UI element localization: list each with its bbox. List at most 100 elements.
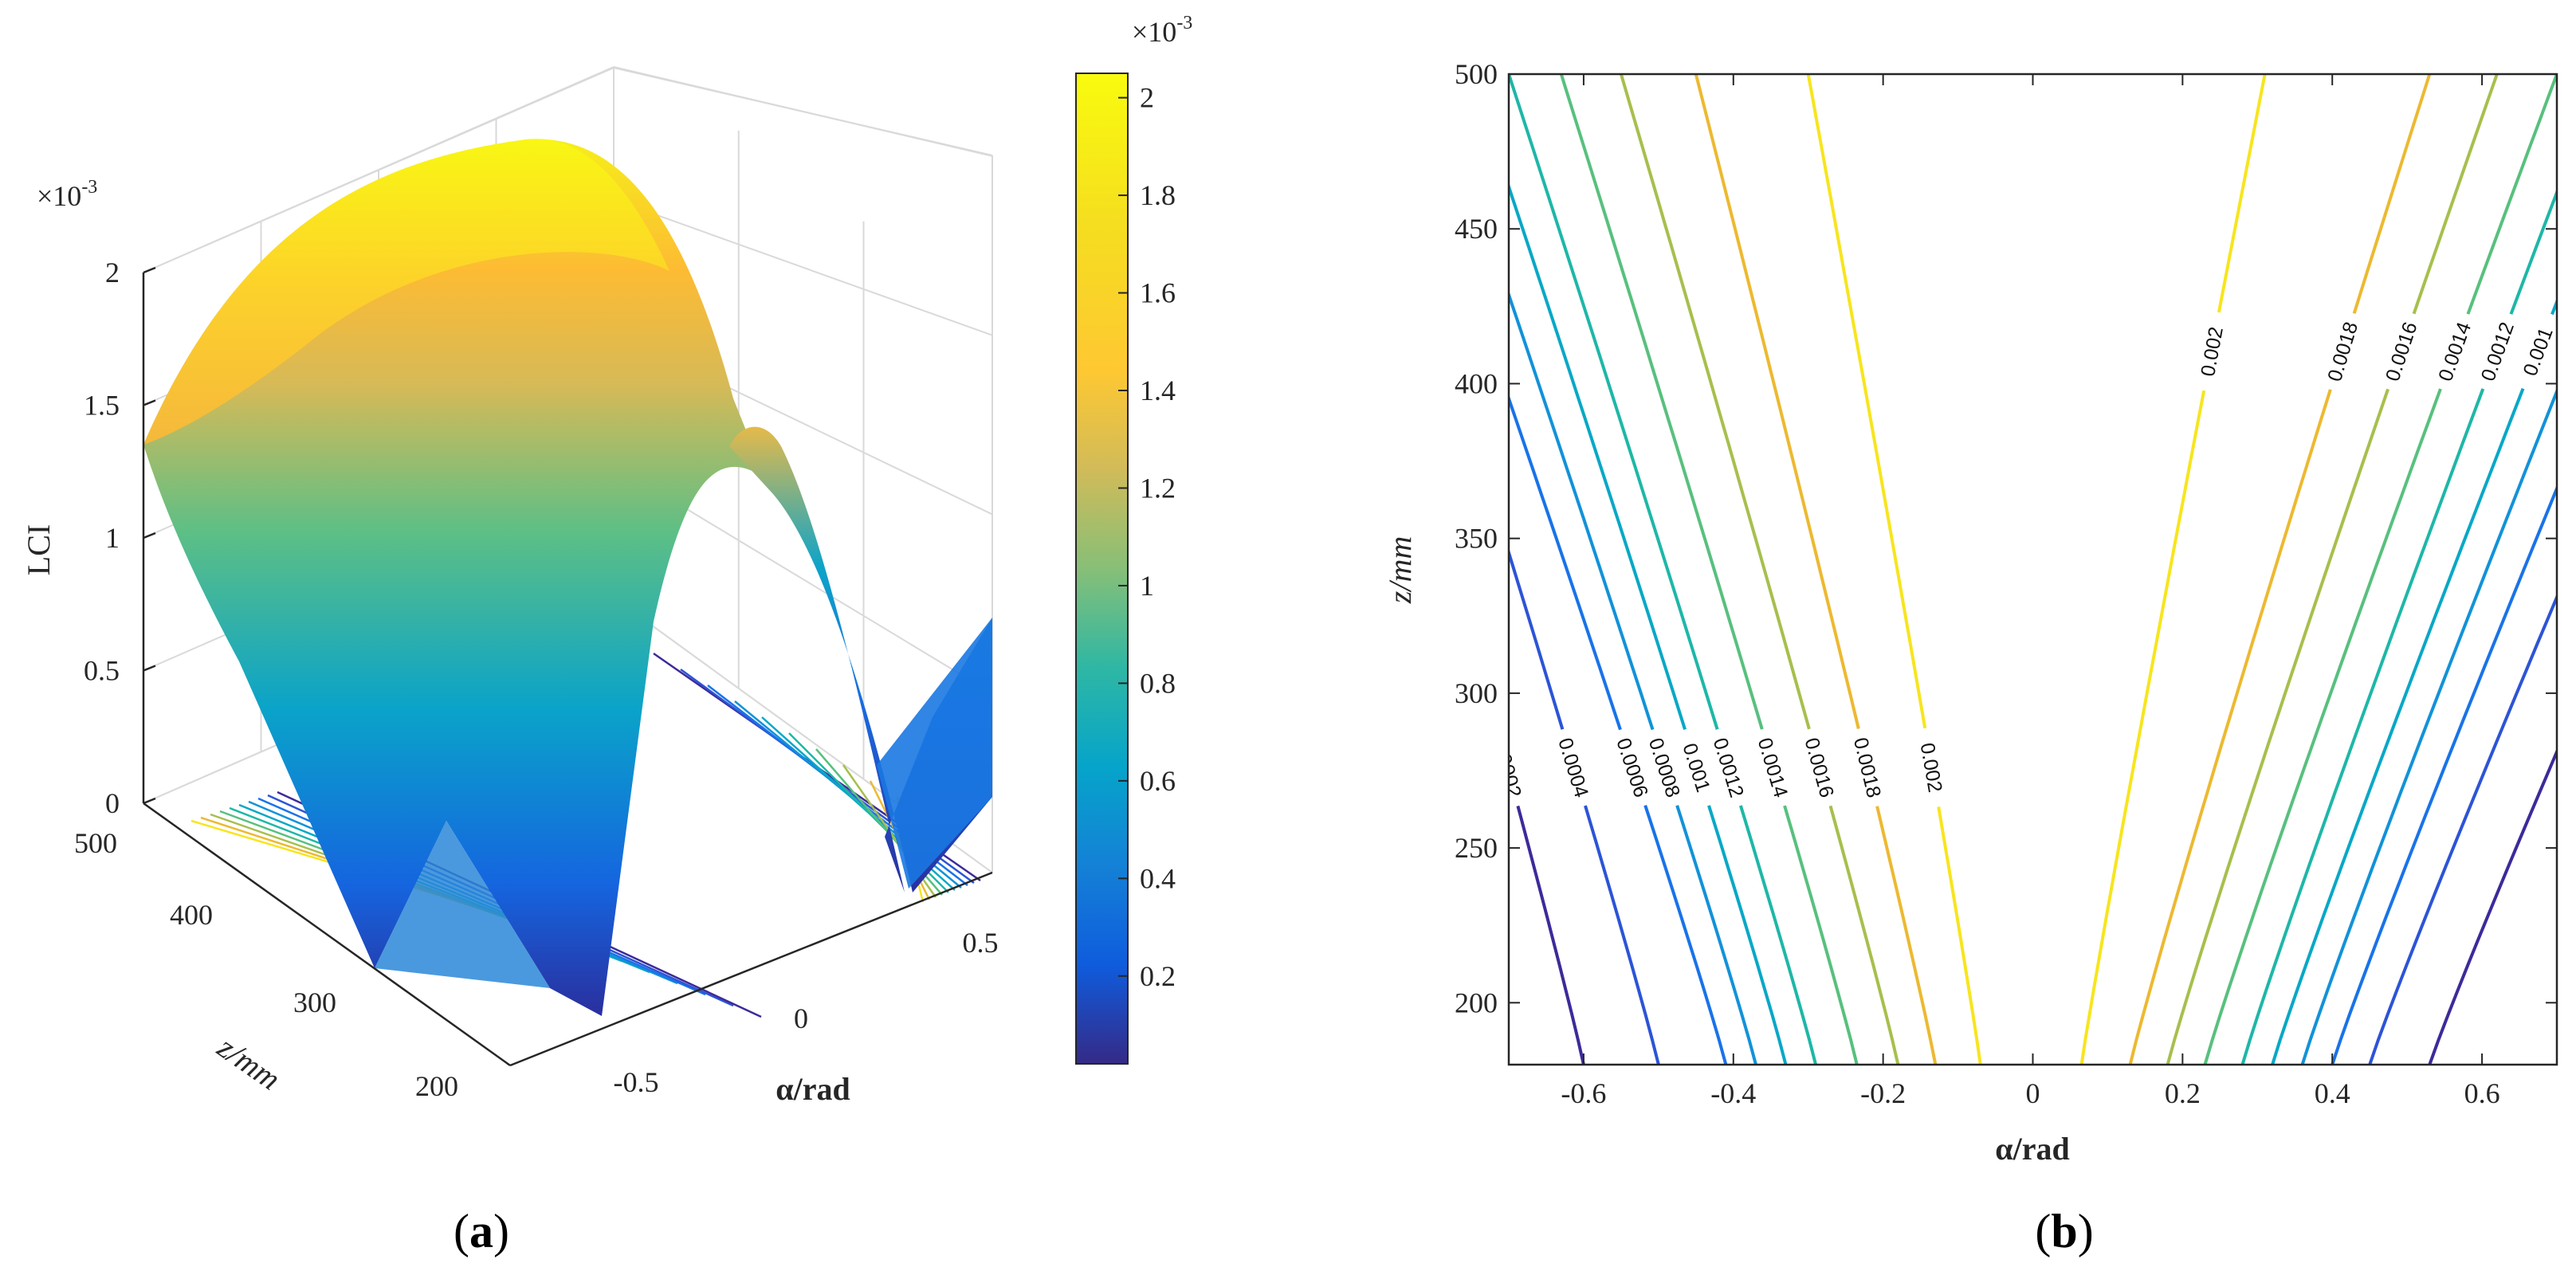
b-contour-right	[2240, 187, 2557, 1065]
a-z-tick-mark	[143, 266, 156, 274]
b-contour-right	[2128, 74, 2432, 1065]
b-contour-left	[1509, 394, 1728, 1065]
b-contour-right	[2428, 747, 2557, 1065]
b-contour-label-bg	[1642, 726, 1688, 809]
b-contour-label-bg	[2512, 310, 2557, 393]
b-ylabel: z/mm	[1382, 536, 1418, 604]
a-colorbar-tick-label: 0.6	[1140, 765, 1176, 797]
b-contour-left	[1509, 766, 1585, 1065]
a-panel-label: (a)	[454, 1205, 509, 1257]
a-z-tick-label: 0.5	[84, 655, 120, 687]
a-z-multiplier-exp: -3	[81, 177, 97, 198]
a-z-tick-mark	[143, 797, 156, 805]
b-contour-label-bg	[2378, 310, 2425, 393]
a-grid-line	[613, 66, 993, 157]
b-y-tick-label: 500	[1455, 58, 1498, 90]
b-contour-label-bg	[1914, 726, 1950, 809]
b-contour-right	[2271, 297, 2557, 1065]
a-z-tick-label: 1	[105, 522, 120, 554]
a-colorbar-tick-label: 2	[1140, 82, 1154, 114]
b-y-tick-label: 450	[1455, 213, 1498, 245]
a-colorbar-multiplier-exp: -3	[1176, 13, 1192, 33]
panel-a-surface-plot: 0 0.5 1 1.5 2 500 400 300 200 -0.5 0 0.5 LCI z/mm α…	[21, 13, 1192, 1257]
b-contour-label-bg	[1848, 726, 1888, 809]
b-contour-right	[2300, 386, 2557, 1065]
b-x-tick-label: -0.6	[1561, 1077, 1606, 1109]
a-colorbar-tick-label: 1.6	[1140, 277, 1176, 309]
b-contour-left	[1619, 74, 1900, 1065]
a-colorbar-multiplier: ×10-3	[1132, 13, 1192, 48]
b-contour-left	[1509, 181, 1788, 1065]
a-colorbar-multiplier-base: ×10	[1132, 16, 1176, 48]
b-y-tick-label: 350	[1455, 523, 1498, 555]
b-contour-left	[1559, 74, 1859, 1065]
b-contour-left	[1509, 547, 1660, 1065]
b-panel-letter: b	[2051, 1205, 2077, 1257]
b-panel-label: (b)	[2035, 1205, 2093, 1257]
a-surface-left-cusp	[375, 821, 550, 988]
b-y-tick-label: 300	[1455, 677, 1498, 709]
b-contour-label-bg	[1609, 726, 1656, 809]
b-x-tick-label: -0.4	[1710, 1077, 1756, 1109]
a-surface-ridge-top	[143, 139, 670, 445]
b-contour-label-bg	[1509, 726, 1530, 810]
b-x-tick-label: -0.2	[1860, 1077, 1906, 1109]
a-panel-letter: a	[469, 1205, 493, 1257]
a-colorbar-tick-label: 1.8	[1140, 179, 1176, 211]
panel-b-contour-plot: 0.00020.00020.00040.00040.00060.00060.00…	[1382, 58, 2558, 1257]
a-colorbar-tick-label: 0.4	[1140, 862, 1176, 894]
b-contour-left	[1509, 74, 1818, 1065]
a-colorbar	[1075, 73, 1129, 1065]
a-colorbar-tick-label: 0.2	[1140, 960, 1176, 992]
b-contour-right	[2368, 593, 2557, 1065]
a-x-tick-label: 0.5	[963, 927, 999, 959]
b-contour-left	[1509, 289, 1757, 1065]
b-contour-label-bg	[1551, 726, 1596, 810]
b-contour-left	[1806, 74, 1982, 1065]
b-xlabel: α/rad	[1995, 1131, 2069, 1167]
a-colorbar-ticks: 0.2 0.4 0.6 0.8 1 1.2 1.4 1.6 1.8 2	[1118, 82, 1176, 992]
b-plot-area	[1509, 74, 2557, 1065]
a-z-multiplier-base: ×10	[37, 180, 81, 212]
b-x-tick-label: 0.2	[2165, 1077, 2201, 1109]
a-grid-line	[613, 198, 993, 336]
b-tick-labels: -0.6 -0.4 -0.2 0 0.2 0.4 0.6 200 250 300 350 400 450…	[1455, 58, 2557, 1109]
b-contour-lines	[1509, 74, 2557, 1065]
a-x-tick-label: -0.5	[614, 1066, 659, 1098]
b-contour-label-bg	[1706, 726, 1752, 810]
b-contour-label-bg	[2319, 310, 2365, 393]
b-contour-left	[1694, 74, 1938, 1065]
a-z-tick-mark	[143, 665, 156, 672]
a-surface	[143, 139, 992, 1016]
a-tick-labels: 0 0.5 1 1.5 2 500 400 300 200 -0.5 0 0.5	[74, 257, 999, 1102]
a-ylabel: z/mm	[210, 1029, 287, 1097]
b-contour-label-bg	[1674, 726, 1720, 809]
b-contour-right	[2166, 74, 2499, 1065]
b-y-tick-label: 250	[1455, 832, 1498, 864]
a-y-tick-label: 200	[415, 1070, 458, 1102]
b-contour-label-bg	[1751, 726, 1796, 810]
a-colorbar-tick-label: 1	[1140, 570, 1154, 602]
a-z-tick-label: 0	[105, 787, 120, 819]
a-colorbar-tick-label: 0.8	[1140, 667, 1176, 699]
b-contour-label-bg	[2472, 310, 2522, 393]
a-colorbar-tick-label: 1.2	[1140, 472, 1176, 504]
a-surface-right-wing	[877, 618, 992, 889]
a-zlabel: LCI	[21, 524, 57, 575]
b-contour-right	[2079, 74, 2267, 1065]
a-colorbar-tick-label: 1.4	[1140, 375, 1176, 406]
a-z-multiplier: ×10-3	[37, 177, 97, 212]
b-contour-label-bg	[1798, 726, 1842, 810]
a-x-tick-label: 0	[794, 1002, 808, 1034]
a-surface-front-valley	[143, 139, 765, 1016]
b-contour-right	[2331, 484, 2557, 1065]
a-z-tick-mark	[143, 399, 156, 406]
a-y-tick-label: 500	[74, 827, 117, 859]
b-x-tick-label: 0	[2026, 1077, 2040, 1109]
b-x-tick-label: 0.6	[2464, 1077, 2500, 1109]
a-z-tick-label: 1.5	[84, 390, 120, 422]
b-contour-right	[2203, 74, 2557, 1065]
b-x-tick-label: 0.4	[2315, 1077, 2350, 1109]
a-y-tick-label: 300	[293, 987, 336, 1018]
